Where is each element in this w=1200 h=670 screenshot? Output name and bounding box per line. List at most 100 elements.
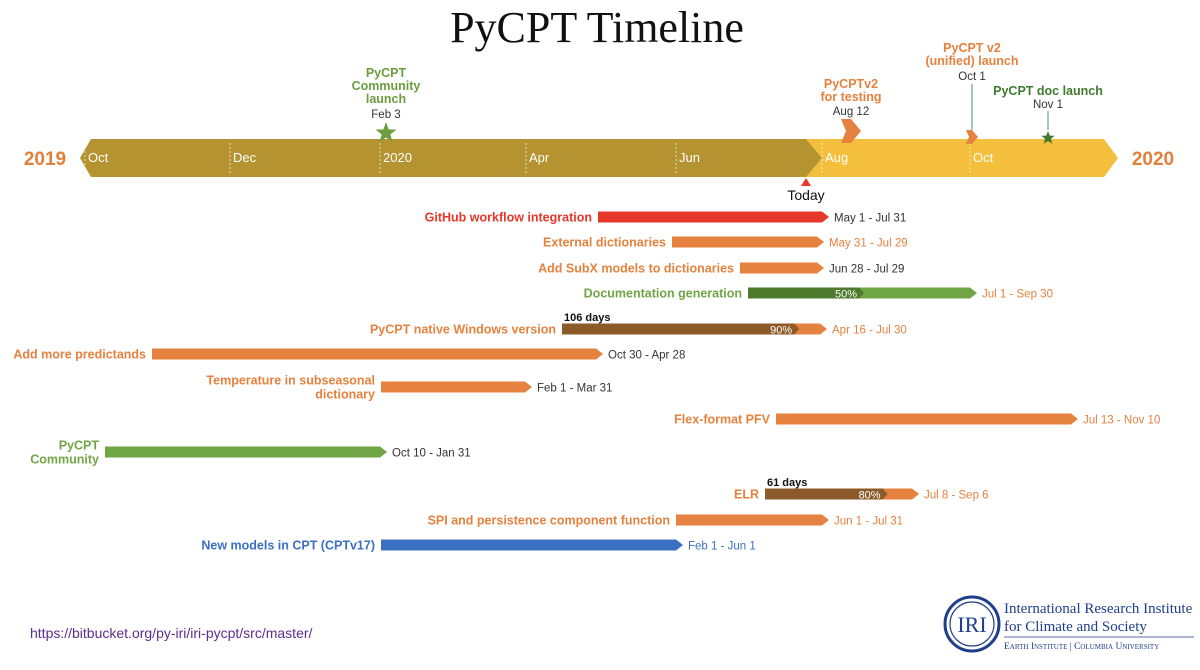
task-row: 90% 106 days PyCPT native Windows version A… — [370, 312, 907, 337]
task-progress-fill — [748, 287, 864, 299]
task-bar — [776, 413, 1078, 425]
task-dates: Oct 10 - Jan 31 — [392, 448, 471, 460]
task-label: PyCPT native Windows version — [370, 323, 556, 337]
task-row: Add SubX models to dictionaries Jun 28 - … — [538, 262, 904, 276]
milestone-label: launch — [366, 92, 406, 106]
task-dates: Apr 16 - Jul 30 — [832, 325, 907, 337]
task-bar — [740, 262, 824, 274]
star-icon — [1041, 131, 1055, 144]
month-label: Aug — [825, 150, 848, 165]
month-label: Dec — [233, 150, 257, 165]
task-dates: Jul 1 - Sep 30 — [982, 289, 1053, 301]
month-label: Oct — [973, 150, 994, 165]
task-row: Flex-format PFV Jul 13 - Nov 10 — [674, 413, 1160, 427]
today-marker — [801, 178, 811, 186]
task-dates: May 31 - Jul 29 — [829, 238, 908, 250]
task-dates: Jul 8 - Sep 6 — [924, 490, 989, 502]
task-dates: Jul 13 - Nov 10 — [1083, 415, 1160, 427]
axis-past-segment — [80, 139, 806, 177]
tasks: GitHub workflow integration May 1 - Jul 3… — [13, 211, 1160, 553]
task-duration-note: 106 days — [564, 312, 610, 324]
logo-monogram: IRI — [957, 612, 986, 637]
logo-line-1: International Research Institute — [1004, 601, 1193, 617]
milestone-label: PyCPT doc launch — [993, 84, 1103, 98]
task-dates: Jun 1 - Jul 31 — [834, 516, 903, 528]
month-label: Oct — [88, 150, 109, 165]
month-label: 2020 — [383, 150, 412, 165]
task-dates: Oct 30 - Apr 28 — [608, 350, 685, 362]
task-progress-label: 50% — [835, 289, 857, 301]
task-bar — [381, 381, 532, 393]
task-label: Flex-format PFV — [674, 413, 771, 427]
task-label: GitHub workflow integration — [425, 211, 592, 225]
task-dates: May 1 - Jul 31 — [834, 213, 906, 225]
month-label: Jun — [679, 150, 700, 165]
task-row: External dictionaries May 31 - Jul 29 — [543, 236, 908, 250]
task-row: SPI and persistence component function Ju… — [428, 514, 903, 528]
milestone-date: Feb 3 — [371, 109, 400, 121]
milestone-label: (unified) launch — [925, 54, 1018, 68]
timeline-axis: 2019 2020 Oct Dec 2020 Apr Jun Aug Oct Today — [24, 139, 1174, 203]
milestone-label: PyCPT v2 — [943, 41, 1001, 55]
task-bar — [152, 348, 603, 360]
task-bar — [672, 236, 824, 248]
milestone-label: Community — [352, 79, 421, 93]
task-row: GitHub workflow integration May 1 - Jul 3… — [425, 211, 907, 225]
page-title: PyCPT Timeline — [450, 3, 744, 52]
milestone-label: PyCPT — [366, 66, 407, 80]
iri-logo: IRI International Research Institute for… — [943, 595, 1194, 653]
task-label: PyCPT — [59, 439, 100, 453]
milestone-date: Aug 12 — [833, 106, 869, 118]
task-progress-fill — [765, 488, 888, 500]
task-bar — [598, 211, 829, 223]
task-label: SPI and persistence component function — [428, 514, 670, 528]
task-row: New models in CPT (CPTv17) Feb 1 - Jun 1 — [201, 539, 755, 553]
task-label: Community — [30, 453, 99, 467]
today-label: Today — [787, 187, 824, 203]
axis-today-divider — [806, 139, 822, 177]
task-row: 80% 61 days ELR Jul 8 - Sep 6 — [734, 477, 989, 502]
task-dates: Feb 1 - Jun 1 — [688, 541, 756, 553]
task-progress-label: 90% — [770, 325, 792, 337]
task-bar — [381, 539, 683, 551]
task-label: New models in CPT (CPTv17) — [201, 539, 375, 553]
task-bar — [676, 514, 829, 526]
milestone-date: Nov 1 — [1033, 99, 1063, 111]
task-label: Add more predictands — [13, 348, 146, 362]
milestone: PyCPT v2(unified) launch Oct 1 — [925, 41, 1019, 144]
logo-line-3: Earth Institute | Columbia University — [1004, 642, 1159, 652]
milestone-label: PyCPTv2 — [824, 77, 878, 91]
milestone-date: Oct 1 — [958, 71, 985, 83]
month-label: Apr — [529, 150, 550, 165]
axis-future-segment — [806, 139, 1118, 177]
task-duration-note: 61 days — [767, 477, 807, 489]
repository-link[interactable]: https://bitbucket.org/py-iri/iri-pycpt/s… — [30, 625, 313, 641]
logo-line-2: for Climate and Society — [1004, 619, 1147, 635]
task-row: Add more predictands Oct 30 - Apr 28 — [13, 348, 685, 362]
logo-inner-ring — [949, 601, 995, 647]
chevron-icon — [841, 119, 861, 143]
task-label: External dictionaries — [543, 236, 666, 250]
task-progress-fill — [562, 323, 800, 335]
task-row: 50% Documentation generation Jul 1 - Sep 3… — [584, 287, 1053, 301]
end-year-label: 2020 — [1132, 149, 1174, 170]
chevron-icon — [966, 130, 978, 144]
milestone-label: for testing — [820, 90, 881, 104]
logo-outer-ring — [943, 595, 1001, 653]
task-label: dictionary — [315, 388, 375, 402]
task-bar — [105, 446, 387, 458]
start-year-label: 2019 — [24, 149, 66, 170]
task-progress-label: 80% — [859, 490, 881, 502]
task-label: Temperature in subseasonal — [206, 374, 375, 388]
task-dates: Jun 28 - Jul 29 — [829, 264, 904, 276]
task-dates: Feb 1 - Mar 31 — [537, 383, 612, 395]
star-icon — [375, 122, 397, 142]
